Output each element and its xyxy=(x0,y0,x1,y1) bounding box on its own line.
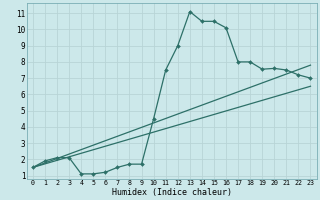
X-axis label: Humidex (Indice chaleur): Humidex (Indice chaleur) xyxy=(112,188,232,197)
